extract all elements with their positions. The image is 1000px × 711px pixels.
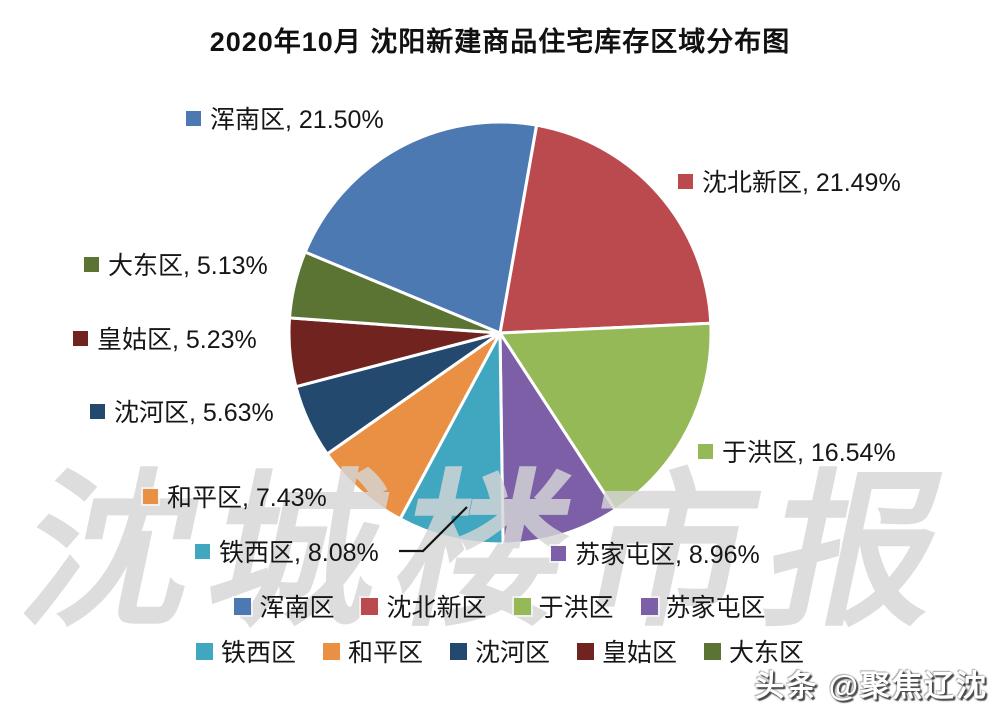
data-label-text: 大东区, 5.13% [108,252,268,280]
legend-item-沈河区: 沈河区 [449,633,550,669]
legend-label: 沈河区 [474,639,550,667]
legend-label: 皇姑区 [602,639,678,667]
data-label-苏家屯区: 苏家屯区, 8.96% [551,535,760,571]
legend-label: 和平区 [347,639,423,667]
legend-marker-icon [234,597,252,615]
data-label-大东区: 大东区, 5.13% [84,246,268,282]
chart-legend: 浑南区 沈北新区 于洪区 苏家屯区铁西区 和平区 沈河区 皇姑区 大东区 [0,588,1000,669]
series-marker-icon [551,545,566,561]
data-label-于洪区: 于洪区, 16.54% [698,433,896,469]
legend-label: 浑南区 [259,594,335,622]
pie-slice-沈北新区 [498,123,713,335]
legend-label: 沈北新区 [386,594,487,622]
legend-item-和平区: 和平区 [322,633,423,669]
series-marker-icon [698,443,713,459]
data-label-皇姑区: 皇姑区, 5.23% [73,320,257,356]
legend-row-1: 浑南区 沈北新区 于洪区 苏家屯区 [234,588,766,624]
data-label-text: 铁西区, 8.08% [219,539,379,567]
branding-text: 头条 @聚焦辽沈 [754,670,988,703]
pie-slice-浑南区 [303,120,539,335]
legend-item-大东区: 大东区 [704,633,804,669]
pie-slice-于洪区 [498,321,713,512]
legend-label: 于洪区 [538,594,614,622]
legend-marker-icon [195,642,213,660]
series-marker-icon [186,110,201,126]
legend-label: 大东区 [729,639,805,667]
legend-item-苏家屯区: 苏家屯区 [640,588,766,624]
data-label-铁西区: 铁西区, 8.08% [195,533,379,569]
legend-marker-icon [640,597,658,615]
legend-item-铁西区: 铁西区 [195,633,296,669]
data-label-text: 沈北新区, 21.49% [702,169,901,197]
series-marker-icon [90,403,105,419]
data-label-text: 沈河区, 5.63% [114,399,274,427]
legend-item-于洪区: 于洪区 [513,588,614,624]
legend-label: 铁西区 [220,639,296,667]
data-label-text: 苏家屯区, 8.96% [575,541,760,569]
legend-marker-icon [577,642,594,660]
data-label-text: 浑南区, 21.50% [210,106,384,134]
data-label-和平区: 和平区, 7.43% [143,478,327,514]
legend-item-皇姑区: 皇姑区 [577,633,677,669]
data-label-沈河区: 沈河区, 5.63% [90,393,274,429]
legend-row-2: 铁西区 和平区 沈河区 皇姑区 大东区 [195,633,804,669]
legend-marker-icon [361,597,379,615]
data-label-浑南区: 浑南区, 21.50% [186,100,384,136]
pie-slice-和平区 [325,331,502,521]
legend-marker-icon [704,642,722,660]
legend-item-沈北新区: 沈北新区 [361,588,487,624]
legend-marker-icon [322,642,340,660]
data-label-text: 于洪区, 16.54% [722,439,896,467]
data-label-text: 皇姑区, 5.23% [97,326,257,354]
series-marker-icon [73,330,88,346]
data-label-text: 和平区, 7.43% [167,484,327,512]
series-marker-icon [195,543,210,559]
data-label-沈北新区: 沈北新区, 21.49% [678,163,901,199]
legend-label: 苏家屯区 [665,594,766,622]
legend-marker-icon [449,642,467,660]
legend-item-浑南区: 浑南区 [234,588,334,624]
legend-marker-icon [513,597,531,615]
chart-title: 2020年10月 沈阳新建商品住宅库存区域分布图 [209,27,791,57]
series-marker-icon [143,488,158,504]
series-marker-icon [678,173,693,189]
pie-slice-苏家屯区 [498,331,617,546]
series-marker-icon [84,256,99,272]
